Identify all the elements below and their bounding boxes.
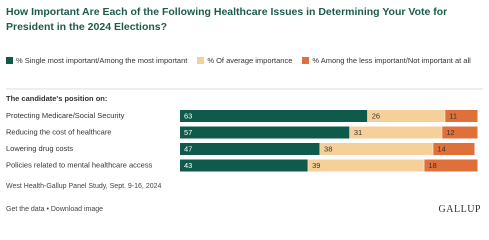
footer-links[interactable]: Get the data • Download image xyxy=(6,206,104,213)
legend-swatch xyxy=(302,57,310,64)
value-label: 26 xyxy=(372,111,380,120)
bar-segment xyxy=(442,126,478,139)
bar-segment xyxy=(180,143,320,155)
category-label: Protecting Medicare/Social Security xyxy=(6,111,125,120)
legend-label: % Among the less important/Not important… xyxy=(312,56,471,65)
value-label: 18 xyxy=(428,161,436,170)
legend-item: % Of average importance xyxy=(197,56,292,65)
page: How Important Are Each of the Following … xyxy=(6,6,484,215)
chart: Protecting Medicare/Social Security 63 26 1… xyxy=(6,88,483,172)
value-label: 38 xyxy=(324,144,332,153)
value-label: 14 xyxy=(437,144,445,153)
legend-swatch xyxy=(6,57,13,64)
value-label: 43 xyxy=(184,161,192,170)
bar-segment xyxy=(308,159,424,172)
brand: GALLUP xyxy=(438,204,481,215)
source: West Health-Gallup Panel Study, Sept. 9-… xyxy=(6,183,162,190)
bar-segment xyxy=(424,159,478,172)
value-label: 63 xyxy=(184,111,192,120)
legend-label: % Single most important/Among the most i… xyxy=(16,56,188,65)
value-label: 11 xyxy=(449,111,457,120)
bar-segment xyxy=(445,110,478,122)
legend-item: % Single most important/Among the most i… xyxy=(6,56,187,65)
value-label: 31 xyxy=(354,128,362,137)
bar-segment xyxy=(180,159,308,172)
subtitle: The candidate's position on: xyxy=(6,94,108,103)
value-label: 12 xyxy=(446,128,454,137)
legend: % Single most important/Among the most i… xyxy=(6,56,484,66)
category-label: Reducing the cost of healthcare xyxy=(6,127,111,136)
bar-segment xyxy=(320,143,433,155)
legend-swatch xyxy=(197,57,205,64)
category-label: Policies related to mental healthcare ac… xyxy=(6,160,153,169)
value-label: 39 xyxy=(312,161,320,170)
bar-segment xyxy=(367,110,445,122)
legend-label: % Of average importance xyxy=(207,56,293,65)
bar-segment xyxy=(349,126,442,139)
chart-title: How Important Are Each of the Following … xyxy=(6,6,448,33)
bar-segment xyxy=(180,126,350,139)
category-label: Lowering drug costs xyxy=(6,144,73,153)
bar-segment xyxy=(433,143,475,155)
bar-segment xyxy=(180,110,368,122)
legend-item: % Among the less important/Not important… xyxy=(302,56,471,65)
value-label: 47 xyxy=(184,144,192,153)
value-label: 57 xyxy=(184,128,192,137)
